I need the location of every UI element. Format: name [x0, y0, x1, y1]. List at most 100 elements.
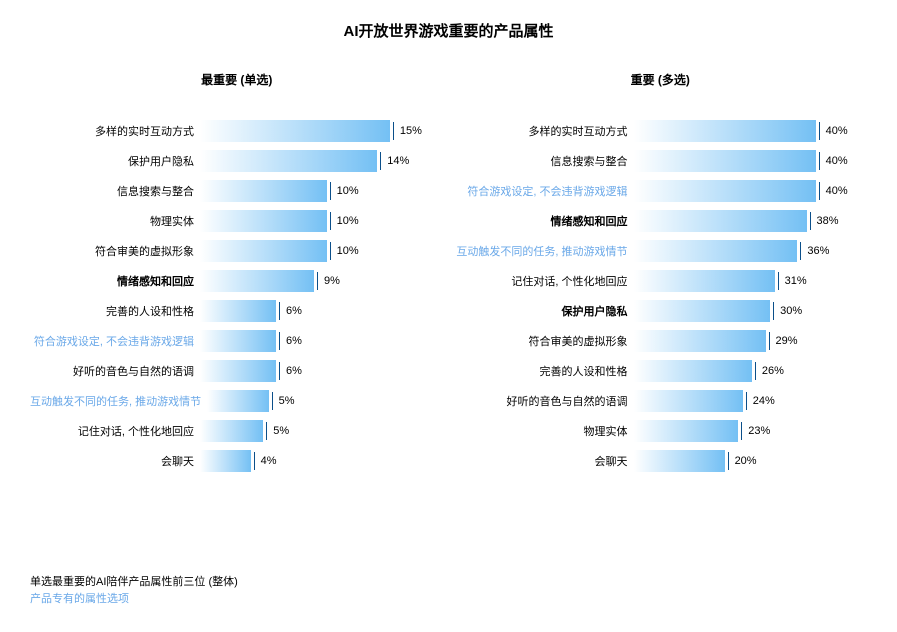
bar-percent: 10%: [337, 185, 359, 197]
bar: [634, 450, 725, 472]
bar-row: 物理实体10%: [30, 206, 444, 236]
bar-wrap: 36%: [634, 236, 868, 266]
bar-label: 互动触发不同的任务, 推动游戏情节: [454, 243, 634, 259]
bar-label: 完善的人设和性格: [454, 363, 634, 379]
bar-percent: 10%: [337, 245, 359, 257]
bar-percent: 29%: [776, 335, 798, 347]
bar-label: 多样的实时互动方式: [30, 123, 200, 139]
bar-row: 记住对话, 个性化地回应 5%: [30, 416, 444, 446]
bar-tick: [769, 332, 770, 350]
bar-label: 保护用户隐私: [30, 153, 200, 169]
bar-label: 记住对话, 个性化地回应: [30, 423, 200, 439]
bar: [200, 240, 327, 262]
bar-label: 符合审美的虚拟形象: [454, 333, 634, 349]
bar-percent: 40%: [826, 185, 848, 197]
bar-tick: [741, 422, 742, 440]
bar-tick: [279, 332, 280, 350]
bar: [200, 270, 314, 292]
bar-wrap: 10%: [200, 176, 444, 206]
bar-wrap: 9%: [200, 266, 444, 296]
bar-row: 信息搜索与整合10%: [30, 176, 444, 206]
bar-percent: 26%: [762, 365, 784, 377]
bar: [207, 390, 268, 412]
bar-label: 会聊天: [30, 453, 200, 469]
bar-percent: 36%: [807, 245, 829, 257]
bar-wrap: 10%: [200, 236, 444, 266]
bar: [634, 270, 775, 292]
bar: [634, 120, 816, 142]
bar-row: 符合审美的虚拟形象10%: [30, 236, 444, 266]
bar-row: 符合游戏设定, 不会违背游戏逻辑6%: [30, 326, 444, 356]
bar-wrap: 26%: [634, 356, 868, 386]
bar-label: 符合游戏设定, 不会违背游戏逻辑: [454, 183, 634, 199]
bar-label: 符合游戏设定, 不会违背游戏逻辑: [30, 333, 200, 349]
bar-row: 物理实体23%: [454, 416, 868, 446]
chart-right: 重要 (多选) 多样的实时互动方式40%信息搜索与整合40%符合游戏设定, 不会…: [454, 71, 868, 476]
bar-wrap: 10%: [200, 206, 444, 236]
bar-label: 物理实体: [454, 423, 634, 439]
bar-tick: [279, 302, 280, 320]
bar-label: 会聊天: [454, 453, 634, 469]
bar-percent: 20%: [735, 455, 757, 467]
bar-wrap: 40%: [634, 146, 868, 176]
bar-wrap: 14%: [200, 146, 444, 176]
bar-label: 物理实体: [30, 213, 200, 229]
bar: [200, 120, 390, 142]
bar-row: 记住对话, 个性化地回应31%: [454, 266, 868, 296]
bar-tick: [819, 152, 820, 170]
chart-left-subtitle: 最重要 (单选): [30, 71, 444, 88]
bar-percent: 5%: [279, 395, 295, 407]
bar-percent: 38%: [817, 215, 839, 227]
bar-tick: [330, 212, 331, 230]
bar-percent: 40%: [826, 125, 848, 137]
bar-row: 信息搜索与整合40%: [454, 146, 868, 176]
bar-wrap: 15%: [200, 116, 444, 146]
footer-line1: 单选最重要的AI陪伴产品属性前三位 (整体): [30, 574, 238, 591]
bar-tick: [773, 302, 774, 320]
bar-row: 完善的人设和性格6%: [30, 296, 444, 326]
bar-wrap: 5%: [207, 386, 443, 416]
bar-label: 好听的音色与自然的语调: [454, 393, 634, 409]
bar-tick: [810, 212, 811, 230]
bar-tick: [746, 392, 747, 410]
bar-wrap: 24%: [634, 386, 868, 416]
chart-title: AI开放世界游戏重要的产品属性: [30, 20, 867, 41]
bar: [200, 360, 276, 382]
bar-row: 好听的音色与自然的语调 24%: [454, 386, 868, 416]
bar-tick: [266, 422, 267, 440]
bar-row: 完善的人设和性格 26%: [454, 356, 868, 386]
bar: [200, 330, 276, 352]
bar-row: 多样的实时互动方式15%: [30, 116, 444, 146]
bar: [634, 150, 816, 172]
bar-tick: [800, 242, 801, 260]
chart-right-rows: 多样的实时互动方式40%信息搜索与整合40%符合游戏设定, 不会违背游戏逻辑40…: [454, 116, 868, 476]
bar-label: 多样的实时互动方式: [454, 123, 634, 139]
bar: [200, 150, 377, 172]
bar-wrap: 40%: [634, 116, 868, 146]
chart-left: 最重要 (单选) 多样的实时互动方式15%保护用户隐私14%信息搜索与整合10%…: [30, 71, 444, 476]
bar: [634, 330, 766, 352]
bar-tick: [755, 362, 756, 380]
bar-row: 多样的实时互动方式 40%: [454, 116, 868, 146]
bar-percent: 24%: [753, 395, 775, 407]
bar-tick: [317, 272, 318, 290]
bar-row: 互动触发不同的任务, 推动游戏情节 36%: [454, 236, 868, 266]
bar-label: 记住对话, 个性化地回应: [454, 273, 634, 289]
bar-tick: [778, 272, 779, 290]
bar-tick: [279, 362, 280, 380]
bar-row: 符合游戏设定, 不会违背游戏逻辑 40%: [454, 176, 868, 206]
bar-tick: [330, 242, 331, 260]
bar: [634, 180, 816, 202]
bar-row: 保护用户隐私 14%: [30, 146, 444, 176]
bar-percent: 5%: [273, 425, 289, 437]
bar-wrap: 31%: [634, 266, 868, 296]
bar-wrap: 6%: [200, 326, 444, 356]
bar-percent: 9%: [324, 275, 340, 287]
bar-tick: [728, 452, 729, 470]
bar-row: 会聊天 20%: [454, 446, 868, 476]
bar: [200, 300, 276, 322]
bar-wrap: 38%: [634, 206, 868, 236]
bar: [200, 450, 251, 472]
bar-percent: 14%: [387, 155, 409, 167]
bar: [634, 210, 807, 232]
